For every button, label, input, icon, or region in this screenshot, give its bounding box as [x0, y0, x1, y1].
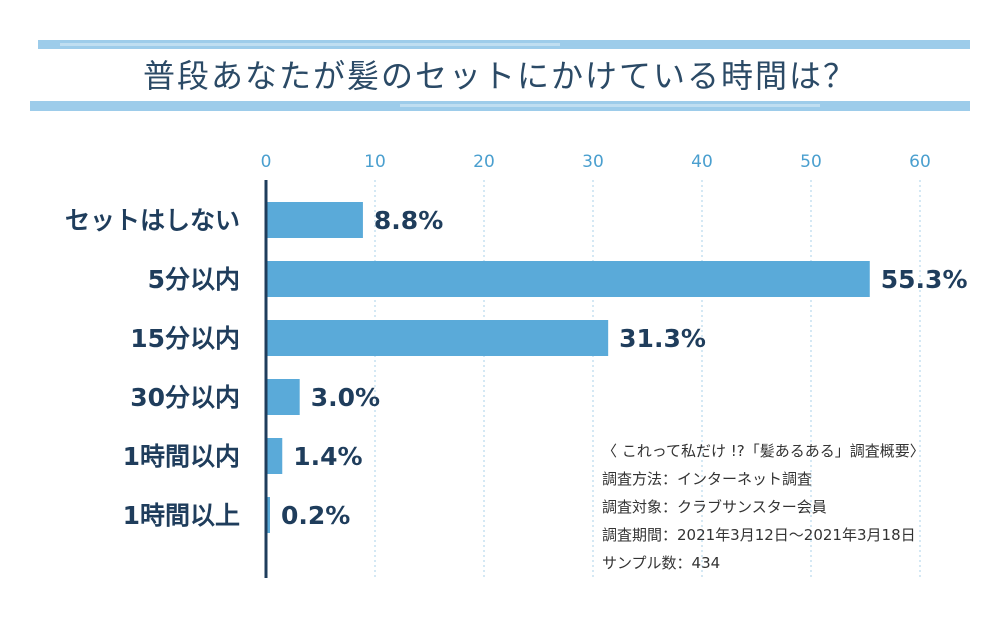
category-label: 15分以内 [130, 324, 240, 353]
category-label: 30分以内 [130, 383, 240, 412]
x-tick-label: 30 [582, 152, 604, 172]
data-label: 31.3% [619, 324, 706, 353]
bar [267, 320, 609, 356]
title-stripe-bottom [30, 101, 970, 111]
survey-note-sample: サンプル数：434 [602, 554, 721, 572]
bar [267, 261, 870, 297]
x-tick-label: 60 [909, 152, 931, 172]
survey-note: 〈 これって私だけ !?「髪あるある」調査概要〉 調査方法：インターネット調査 … [602, 437, 992, 577]
survey-note-method: 調査方法：インターネット調査 [602, 470, 813, 488]
category-label: 1時間以上 [123, 501, 240, 530]
x-tick-label: 0 [261, 152, 272, 172]
category-label: 1時間以内 [123, 442, 240, 471]
chart-title: 普段あなたが髪のセットにかけている時間は？ [143, 57, 857, 95]
data-label: 8.8% [374, 206, 443, 235]
category-label: 5分以内 [148, 265, 240, 294]
bar [267, 202, 363, 238]
x-tick-label: 20 [473, 152, 495, 172]
data-label: 55.3% [881, 265, 968, 294]
x-tick-label: 40 [691, 152, 713, 172]
x-tick-label: 10 [364, 152, 386, 172]
title-stripe-top [38, 40, 970, 49]
bar [267, 438, 283, 474]
bar [267, 379, 300, 415]
bar [267, 497, 270, 533]
survey-note-heading: 〈 これって私だけ !?「髪あるある」調査概要〉 [602, 442, 925, 460]
x-tick-label: 50 [800, 152, 822, 172]
data-label: 1.4% [293, 442, 362, 471]
data-label: 3.0% [311, 383, 380, 412]
survey-note-period: 調査期間：2021年3月12日〜2021年3月18日 [602, 526, 916, 544]
survey-note-target: 調査対象：クラブサンスター会員 [602, 498, 827, 516]
category-label: セットはしない [65, 206, 240, 235]
data-label: 0.2% [281, 501, 350, 530]
